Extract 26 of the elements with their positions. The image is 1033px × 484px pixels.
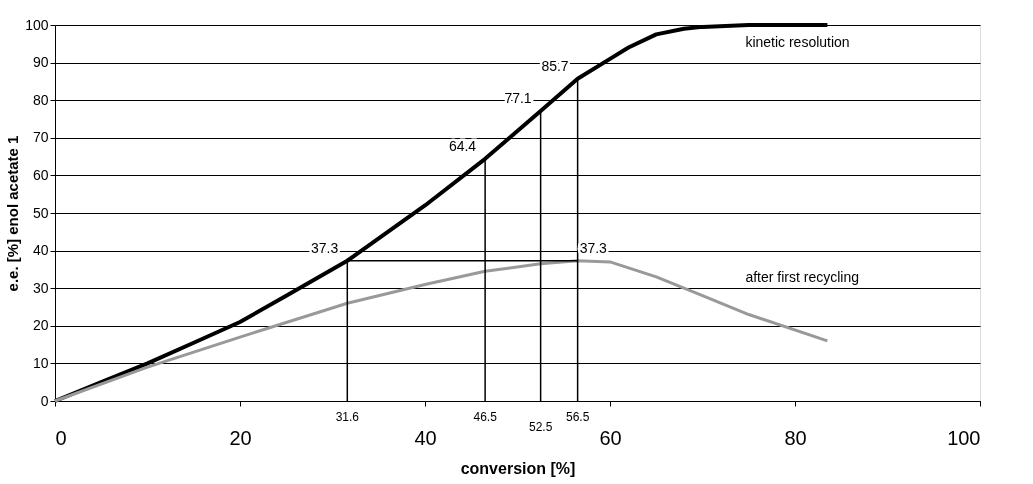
y-tick-label: 20 — [32, 317, 49, 334]
annotation: 64.4 — [448, 137, 477, 154]
x-tick-label: 20 — [229, 426, 252, 449]
x-tick-label: 100 — [947, 426, 981, 449]
y-tick-label: 0 — [40, 392, 49, 409]
y-tick-label: 90 — [32, 54, 49, 71]
y-tick-label: 100 — [25, 16, 49, 33]
y-tick-label: 10 — [32, 354, 49, 371]
x-tick-label: 0 — [55, 426, 67, 449]
x-tick-label: 80 — [784, 426, 807, 449]
series-label: kinetic resolution — [745, 34, 850, 50]
annotation: 56.5 — [565, 410, 590, 424]
annotation: 31.6 — [335, 410, 360, 424]
y-tick-label: 40 — [32, 242, 49, 259]
y-tick-label: 30 — [32, 279, 49, 296]
y-tick-label: 80 — [32, 91, 49, 108]
y-tick-label: 70 — [32, 129, 49, 146]
x-axis-title: conversion [%] — [460, 459, 576, 477]
y-tick-label: 60 — [32, 166, 49, 183]
annotation: 46.5 — [473, 410, 498, 424]
y-tick-label: 50 — [32, 204, 49, 221]
annotation: 52.5 — [528, 420, 553, 434]
x-tick-label: 40 — [414, 426, 437, 449]
y-axis-title: e.e. [%] enol acetate 1 — [4, 135, 22, 292]
x-tick-label: 60 — [599, 426, 622, 449]
series-label: after first recycling — [745, 268, 859, 285]
